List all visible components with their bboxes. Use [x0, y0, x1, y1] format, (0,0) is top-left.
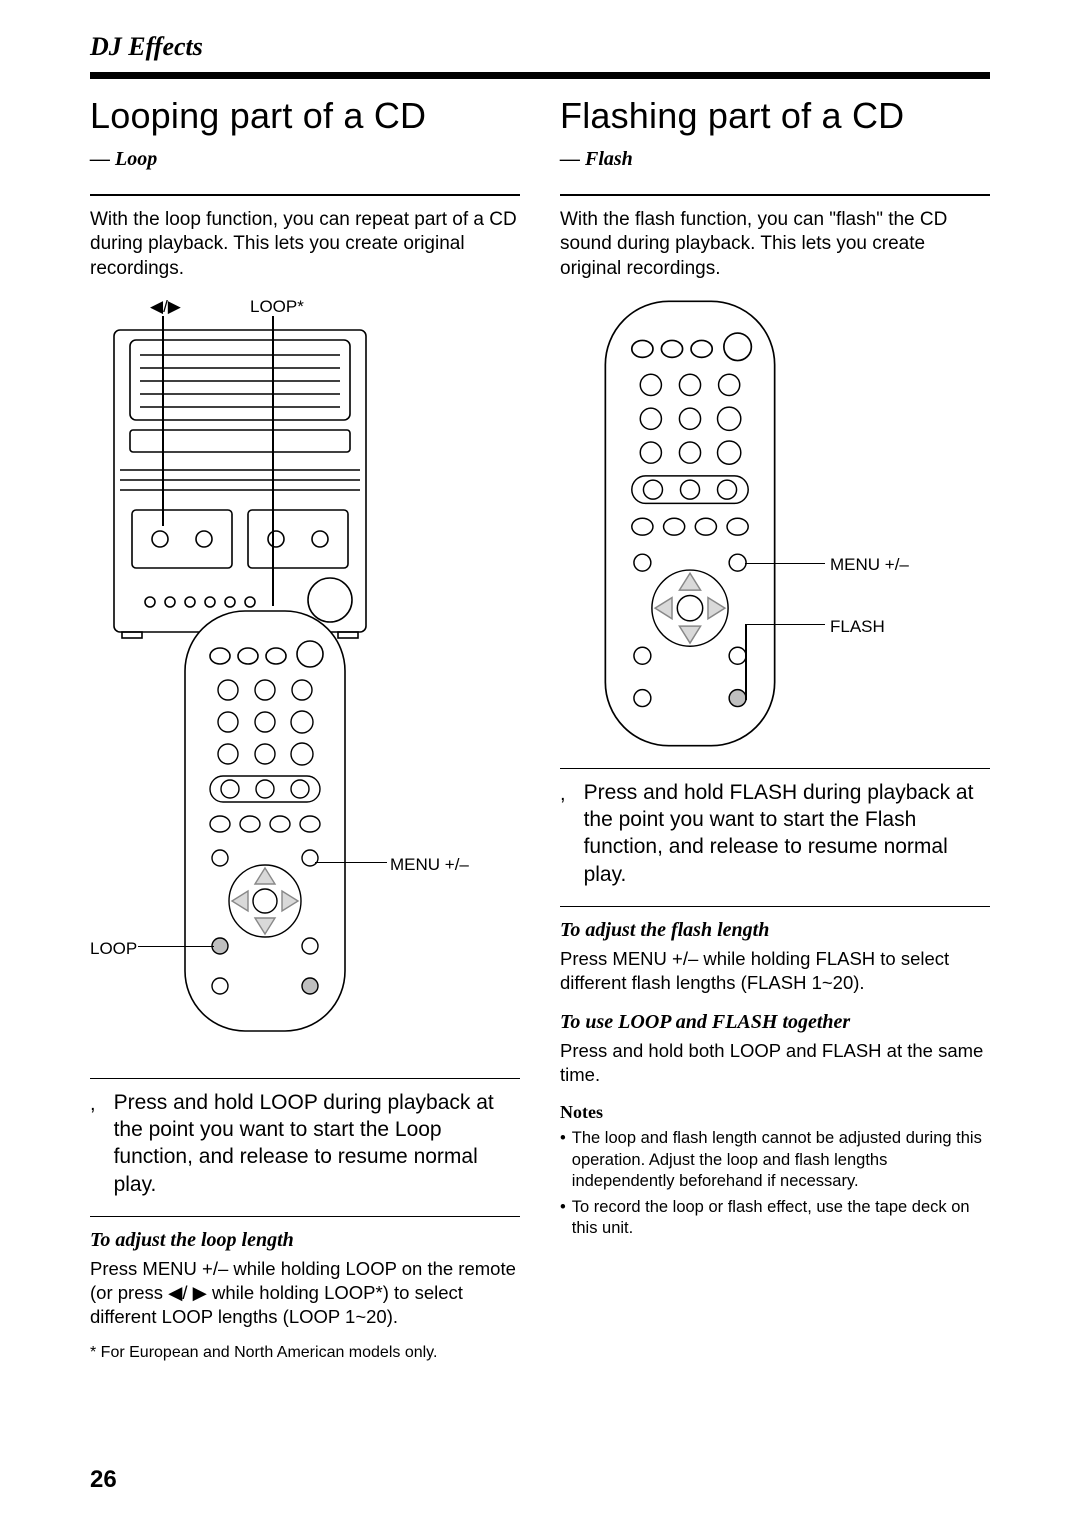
right-step-text: Press and hold FLASH during playback at … [584, 779, 990, 888]
right-step: , Press and hold FLASH during playback a… [560, 779, 990, 888]
right-rule-top [560, 194, 990, 196]
stereo-unit-illustration [90, 320, 390, 640]
remote-illustration-right [600, 296, 780, 751]
right-column: Flashing part of a CD — Flash With the f… [560, 93, 990, 1364]
left-diagram: ◀/▶ LOOP* [90, 296, 520, 1066]
label-loop-left: LOOP [90, 938, 137, 960]
right-rule-mid [560, 768, 990, 769]
right-h3a: To adjust the flash length [560, 917, 990, 943]
leader-menu-left [315, 862, 387, 864]
leader-menu-right [745, 563, 825, 565]
right-h3a-body: Press MENU +/– while holding FLASH to se… [560, 947, 990, 995]
left-rule-mid [90, 1078, 520, 1079]
left-h3: To adjust the loop length [90, 1227, 520, 1253]
page-number: 26 [90, 1464, 117, 1495]
chapter-rule [90, 72, 990, 79]
leader-loop-left [138, 946, 214, 948]
left-title: Looping part of a CD [90, 93, 520, 140]
left-footnote: * For European and North American models… [90, 1343, 520, 1364]
note-2: • To record the loop or flash effect, us… [560, 1197, 990, 1240]
left-column: Looping part of a CD — Loop With the loo… [90, 93, 520, 1364]
right-title: Flashing part of a CD [560, 93, 990, 140]
left-step: , Press and hold LOOP during playback at… [90, 1089, 520, 1198]
chapter-title: DJ Effects [90, 30, 990, 64]
notes-title: Notes [560, 1101, 990, 1124]
right-intro: With the flash function, you can "flash"… [560, 208, 990, 282]
label-loop-star: LOOP* [250, 296, 304, 318]
left-rule-bottom [90, 1216, 520, 1217]
note-1-text: The loop and flash length cannot be adju… [572, 1128, 990, 1192]
note-1: • The loop and flash length cannot be ad… [560, 1128, 990, 1192]
step-marker-icon-right: , [560, 779, 566, 888]
left-intro: With the loop function, you can repeat p… [90, 208, 520, 282]
right-rule-bottom [560, 906, 990, 907]
leader-flash-right-h [745, 624, 825, 626]
right-h3b-body: Press and hold both LOOP and FLASH at th… [560, 1039, 990, 1087]
right-subtitle: — Flash [560, 146, 990, 172]
label-rewind-fwd: ◀/▶ [150, 296, 181, 318]
label-flash-right: FLASH [830, 616, 885, 638]
note-2-text: To record the loop or flash effect, use … [572, 1197, 990, 1240]
remote-illustration-left [180, 606, 350, 1036]
left-step-text: Press and hold LOOP during playback at t… [114, 1089, 520, 1198]
bullet-icon: • [560, 1197, 566, 1240]
bullet-icon: • [560, 1128, 566, 1192]
leader-flash-right-v [745, 624, 747, 700]
step-marker-icon: , [90, 1089, 96, 1198]
right-diagram: MENU +/– FLASH [560, 296, 990, 756]
left-subtitle: — Loop [90, 146, 520, 172]
left-rule-top [90, 194, 520, 196]
left-h3-body: Press MENU +/– while holding LOOP on the… [90, 1257, 520, 1329]
label-menu-left: MENU +/– [390, 854, 469, 876]
right-h3b: To use LOOP and FLASH together [560, 1009, 990, 1035]
label-menu-right: MENU +/– [830, 554, 909, 576]
